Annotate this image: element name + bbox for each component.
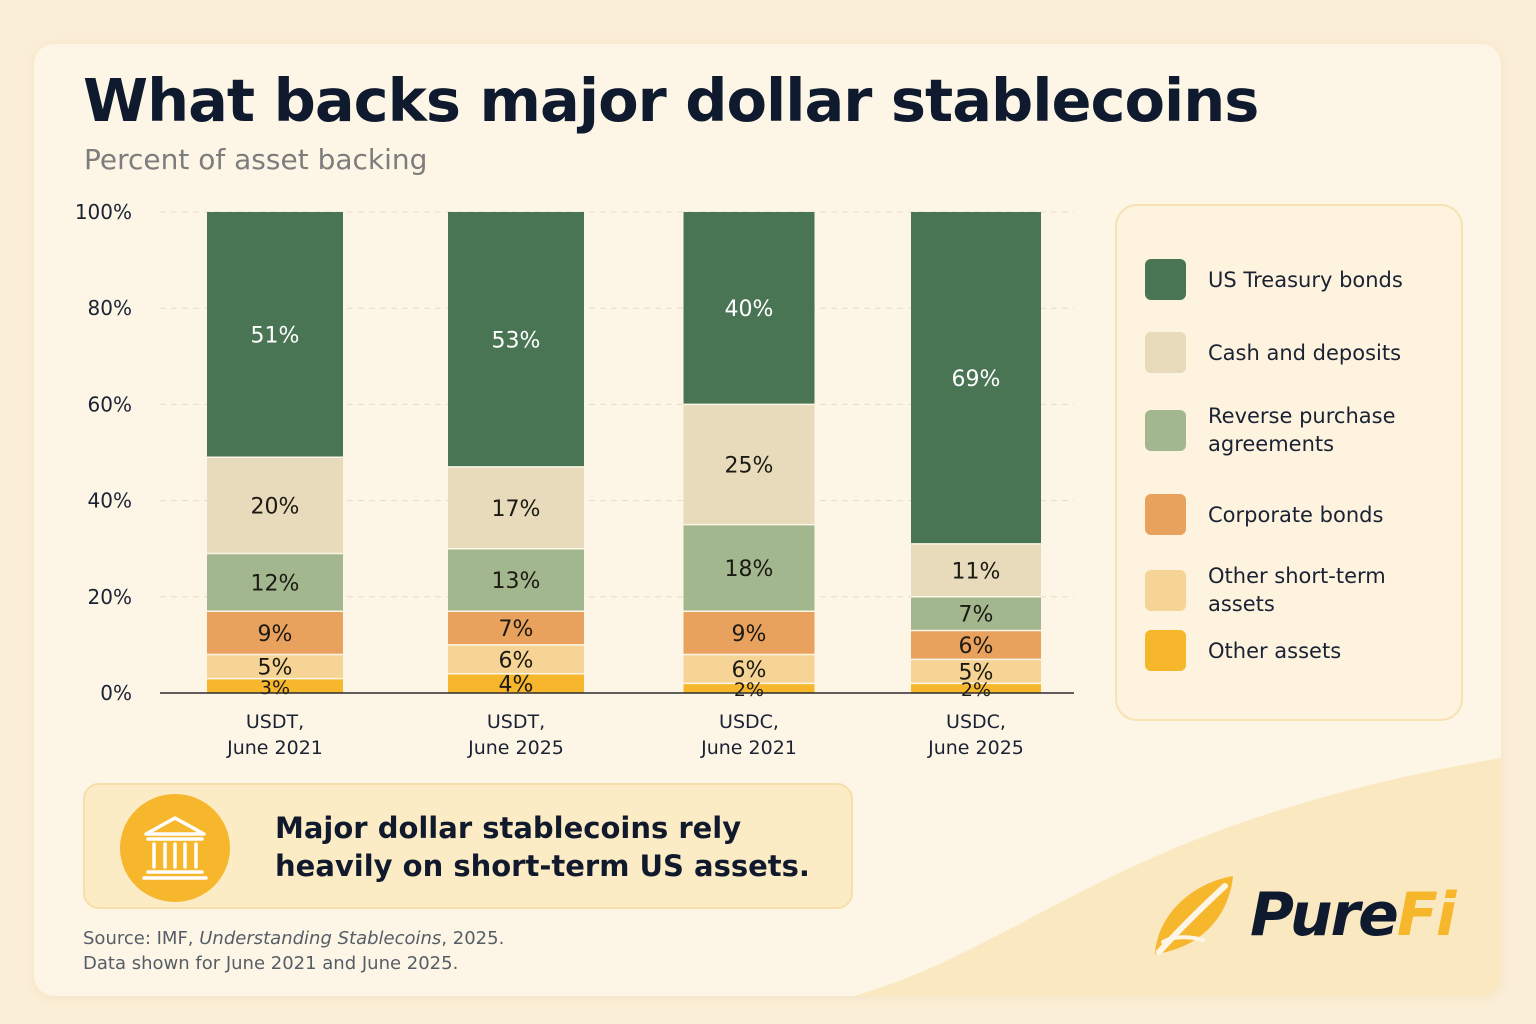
legend-item-reverse-repo: Reverse purchase agreements bbox=[1145, 402, 1458, 458]
data-label: 12% bbox=[251, 571, 300, 596]
data-label: 53% bbox=[492, 328, 541, 353]
data-label: 20% bbox=[251, 494, 300, 519]
legend-label-us-treasury: US Treasury bonds bbox=[1208, 267, 1403, 292]
x-tick-label: USDT, bbox=[487, 711, 545, 733]
bar-segment bbox=[448, 212, 584, 467]
bar-segment bbox=[911, 596, 1041, 631]
x-tick-label: June 2025 bbox=[467, 737, 564, 759]
callout-text: Major dollar stablecoins rely heavily on… bbox=[275, 811, 810, 883]
chart-title: What backs major dollar stablecoins bbox=[83, 66, 1259, 135]
data-label: 11% bbox=[952, 559, 1001, 584]
x-tick-label: June 2025 bbox=[927, 737, 1024, 759]
data-label: 5% bbox=[258, 656, 293, 681]
purefi-logo: PureFi bbox=[1149, 872, 1479, 962]
logo-wordmark: PureFi bbox=[1250, 880, 1457, 950]
legend-item-us-treasury: US Treasury bonds bbox=[1145, 259, 1458, 300]
logo-text-pure: Pure bbox=[1250, 880, 1399, 950]
stacked-bar-chart: 0%20%40%60%80%100%3%5%9%12%20%51%USDT,Ju… bbox=[75, 200, 1074, 759]
legend-item-other: Other assets bbox=[1145, 630, 1458, 671]
x-tick-label: USDT, bbox=[246, 711, 304, 733]
y-tick-label: 80% bbox=[88, 296, 132, 320]
data-label: 6% bbox=[732, 658, 767, 683]
bar-segment bbox=[207, 611, 343, 655]
bar-segment bbox=[911, 212, 1041, 544]
bar-segment bbox=[911, 659, 1041, 684]
data-label: 18% bbox=[725, 557, 774, 582]
legend-swatch-us-treasury bbox=[1145, 259, 1186, 300]
data-label: 2% bbox=[961, 679, 991, 701]
data-label: 51% bbox=[251, 324, 300, 349]
chart-card: What backs major dollar stablecoins Perc… bbox=[34, 44, 1501, 996]
data-label: 69% bbox=[952, 367, 1001, 392]
bar-segment bbox=[911, 630, 1041, 660]
source-prefix: Source: IMF, bbox=[83, 928, 200, 949]
background-wave bbox=[854, 758, 1501, 996]
bar-segment bbox=[683, 683, 815, 693]
bar-segment bbox=[683, 524, 815, 612]
x-tick-label: USDC, bbox=[946, 711, 1006, 733]
data-label: 40% bbox=[725, 297, 774, 322]
logo-text-fi: Fi bbox=[1396, 880, 1457, 950]
legend-label-corporate: Corporate bonds bbox=[1208, 502, 1384, 527]
legend-label-other-short: Other short-term assets bbox=[1208, 564, 1386, 616]
legend-label-cash: Cash and deposits bbox=[1208, 340, 1402, 365]
bar-segment bbox=[911, 683, 1041, 693]
bar-segment bbox=[683, 654, 815, 684]
legend-item-corporate: Corporate bonds bbox=[1145, 494, 1458, 535]
source-note: Source: IMF, Understanding Stablecoins, … bbox=[83, 926, 504, 976]
bar-segment bbox=[448, 673, 584, 693]
key-takeaway-callout: Major dollar stablecoins rely heavily on… bbox=[83, 783, 853, 909]
data-label: 6% bbox=[959, 634, 994, 659]
x-tick-label: USDC, bbox=[719, 711, 779, 733]
legend-item-cash: Cash and deposits bbox=[1145, 332, 1458, 373]
bar-segment bbox=[448, 548, 584, 612]
legend-swatch-cash bbox=[1145, 332, 1186, 373]
bar-segment bbox=[448, 466, 584, 549]
legend-item-other-short: Other short-term assets bbox=[1145, 562, 1458, 618]
bar-segment bbox=[683, 212, 815, 405]
legend: US Treasury bonds Cash and deposits Reve… bbox=[1115, 204, 1463, 721]
y-tick-label: 20% bbox=[88, 585, 132, 609]
data-label: 13% bbox=[492, 569, 541, 594]
y-tick-label: 40% bbox=[88, 489, 132, 513]
data-label: 2% bbox=[734, 679, 764, 701]
data-label: 6% bbox=[499, 648, 534, 673]
legend-swatch-reverse-repo bbox=[1145, 409, 1186, 451]
source-title: Understanding Stablecoins bbox=[199, 928, 442, 949]
bank-icon bbox=[120, 794, 230, 902]
legend-label-reverse-repo: Reverse purchase agreements bbox=[1208, 404, 1396, 456]
bar-segment bbox=[207, 212, 343, 458]
source-suffix: , 2025. bbox=[441, 928, 505, 949]
data-label: 5% bbox=[959, 660, 994, 685]
bar-segment bbox=[683, 404, 815, 525]
bar-segment bbox=[448, 611, 584, 645]
data-label: 7% bbox=[959, 603, 994, 628]
x-tick-label: June 2021 bbox=[226, 737, 323, 759]
legend-swatch-other-short bbox=[1145, 569, 1186, 611]
legend-label-other: Other assets bbox=[1208, 638, 1342, 663]
data-label: 7% bbox=[499, 617, 534, 642]
bar-segment bbox=[207, 678, 343, 693]
bar-segment bbox=[207, 553, 343, 612]
data-label: 9% bbox=[732, 622, 767, 647]
y-tick-label: 100% bbox=[75, 200, 132, 224]
data-label: 9% bbox=[258, 622, 293, 647]
bar-segment bbox=[207, 457, 343, 554]
legend-swatch-corporate bbox=[1145, 494, 1186, 535]
source-data-note: Data shown for June 2021 and June 2025. bbox=[83, 953, 459, 974]
x-tick-label: June 2021 bbox=[700, 737, 797, 759]
bar-segment bbox=[911, 543, 1041, 597]
bar-segment bbox=[683, 611, 815, 655]
leaf-icon bbox=[1155, 876, 1233, 955]
source-line: Source: IMF, Understanding Stablecoins, … bbox=[83, 926, 504, 951]
legend-swatch-other bbox=[1145, 630, 1186, 671]
chart-subtitle: Percent of asset backing bbox=[84, 143, 428, 176]
y-tick-label: 60% bbox=[88, 392, 132, 416]
y-tick-label: 0% bbox=[100, 681, 132, 705]
data-label: 25% bbox=[725, 454, 774, 479]
bar-segment bbox=[207, 654, 343, 679]
data-label: 17% bbox=[492, 497, 541, 522]
bar-segment bbox=[448, 644, 584, 674]
